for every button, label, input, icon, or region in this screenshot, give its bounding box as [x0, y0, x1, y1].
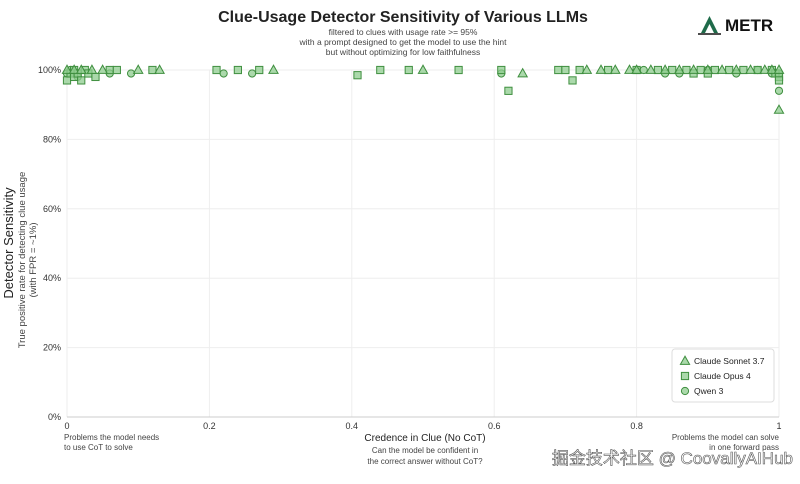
data-point-claude-sonnet-3-7: [268, 64, 279, 74]
data-point-claude-sonnet-3-7: [773, 104, 785, 114]
x-note-right-2: in one forward pass: [709, 443, 779, 452]
legend-marker-claude-opus-4: [680, 371, 690, 381]
data-point-claude-opus-4: [454, 65, 463, 75]
metr-logo-text: METR: [725, 16, 773, 35]
data-point-claude-sonnet-3-7: [766, 64, 778, 74]
data-point-claude-opus-4: [148, 65, 157, 75]
y-axis-label: Detector Sensitivity: [1, 187, 16, 299]
legend-marker-claude-sonnet-3-7: [679, 355, 691, 365]
chart-title: Clue-Usage Detector Sensitivity of Vario…: [218, 9, 588, 26]
data-point-claude-opus-4: [353, 71, 362, 80]
data-point-claude-sonnet-3-7: [97, 64, 109, 74]
data-point-claude-sonnet-3-7: [417, 64, 429, 74]
x-axis-sublabel-1: Can the model be confident in: [372, 446, 478, 455]
legend-label-qwen-3: Qwen 3: [694, 386, 724, 396]
data-point-claude-sonnet-3-7: [673, 64, 685, 74]
x-note-right-1: Problems the model can solve: [672, 433, 780, 442]
data-point-claude-sonnet-3-7: [730, 64, 742, 74]
data-point-claude-opus-4: [62, 76, 72, 85]
data-point-claude-opus-4: [739, 65, 748, 75]
x-tick-label: 0.4: [346, 421, 359, 431]
y-tick-label: 80%: [43, 134, 61, 144]
x-tick-label: 0.2: [203, 421, 216, 431]
data-point-claude-sonnet-3-7: [595, 64, 607, 74]
data-point-claude-opus-4: [561, 65, 570, 75]
data-points: [61, 64, 785, 114]
data-point-claude-sonnet-3-7: [716, 64, 728, 74]
data-point-qwen-3: [219, 69, 228, 78]
data-point-qwen-3: [248, 69, 257, 78]
data-point-claude-sonnet-3-7: [659, 64, 671, 74]
chart-subtitle-line-1: filtered to clues with usage rate >= 95%: [329, 27, 478, 37]
data-point-claude-sonnet-3-7: [631, 64, 643, 74]
y-tick-label: 100%: [38, 65, 61, 75]
legend-label-claude-sonnet-3-7: Claude Sonnet 3.7: [694, 356, 765, 366]
legend: Claude Sonnet 3.7 Claude Opus 4 Qwen 3: [671, 348, 775, 403]
data-point-qwen-3: [774, 86, 784, 95]
data-point-claude-sonnet-3-7: [68, 64, 80, 74]
data-point-claude-opus-4: [753, 65, 762, 75]
data-point-claude-opus-4: [233, 65, 242, 75]
legend-box: [671, 348, 775, 403]
data-point-claude-opus-4: [404, 65, 413, 75]
x-axis-label: Credence in Clue (No CoT): [364, 433, 485, 444]
data-point-claude-sonnet-3-7: [61, 64, 73, 74]
x-tick-label: 0.8: [630, 421, 643, 431]
data-point-claude-sonnet-3-7: [86, 64, 98, 74]
data-point-claude-opus-4: [112, 65, 121, 75]
data-point-claude-opus-4: [91, 72, 100, 82]
x-tick-label: 1: [776, 421, 781, 431]
data-point-claude-sonnet-3-7: [759, 64, 771, 74]
chart-subtitle-line-3: but without optimizing for low faithfuln…: [326, 47, 481, 57]
data-point-claude-opus-4: [710, 65, 720, 75]
x-note-left-2: to use CoT to solve: [64, 443, 133, 452]
chart-subtitle-line-2: with a prompt designed to get the model …: [299, 37, 508, 47]
data-point-claude-opus-4: [604, 65, 613, 75]
y-tick-label: 20%: [43, 343, 61, 353]
data-point-claude-opus-4: [575, 65, 584, 75]
data-point-claude-sonnet-3-7: [581, 64, 593, 74]
y-axis-sublabel-1: True positive rate for detecting clue us…: [17, 172, 28, 349]
data-point-claude-opus-4: [725, 65, 734, 75]
y-tick-label: 60%: [43, 204, 61, 214]
data-point-claude-opus-4: [504, 86, 513, 95]
data-point-claude-sonnet-3-7: [154, 64, 166, 74]
data-point-claude-opus-4: [497, 65, 506, 75]
data-point-claude-opus-4: [653, 65, 663, 75]
metr-logo: METR: [698, 16, 773, 35]
data-point-claude-opus-4: [668, 65, 677, 75]
data-point-claude-sonnet-3-7: [688, 64, 700, 74]
data-point-claude-sonnet-3-7: [745, 64, 756, 74]
x-tick-label: 0: [64, 421, 69, 431]
data-point-claude-opus-4: [255, 65, 264, 75]
data-point-claude-sonnet-3-7: [517, 67, 529, 78]
y-axis-sublabel-2: (with FPR = ~1%): [28, 223, 39, 298]
watermark-text: 掘金技术社区 @ CoovallyAIHub: [552, 449, 793, 468]
legend-marker-qwen-3: [680, 386, 690, 396]
legend-label-claude-opus-4: Claude Opus 4: [694, 371, 751, 381]
data-point-claude-sonnet-3-7: [645, 64, 657, 74]
data-point-claude-sonnet-3-7: [773, 64, 785, 74]
data-point-claude-sonnet-3-7: [609, 64, 621, 74]
data-point-claude-sonnet-3-7: [132, 64, 144, 74]
data-point-claude-sonnet-3-7: [702, 64, 714, 74]
data-point-claude-opus-4: [77, 76, 86, 85]
data-point-claude-opus-4: [212, 65, 221, 75]
data-point-claude-opus-4: [774, 76, 784, 85]
metr-logo-icon: [698, 16, 721, 35]
data-point-claude-opus-4: [554, 65, 563, 75]
y-tick-label: 0%: [48, 412, 61, 422]
x-tick-label: 0.6: [488, 421, 501, 431]
axes: 0% 20% 40% 60% 80% 100% 0 0.2 0.4 0.6 0.8 1: [38, 65, 782, 431]
data-point-claude-opus-4: [568, 76, 577, 85]
x-note-left-1: Problems the model needs: [64, 433, 159, 442]
x-axis-sublabel-2: the correct answer without CoT?: [367, 457, 483, 466]
data-point-claude-opus-4: [376, 65, 385, 75]
data-point-claude-sonnet-3-7: [75, 64, 87, 74]
y-tick-label: 40%: [43, 273, 61, 283]
data-point-claude-sonnet-3-7: [624, 64, 635, 74]
